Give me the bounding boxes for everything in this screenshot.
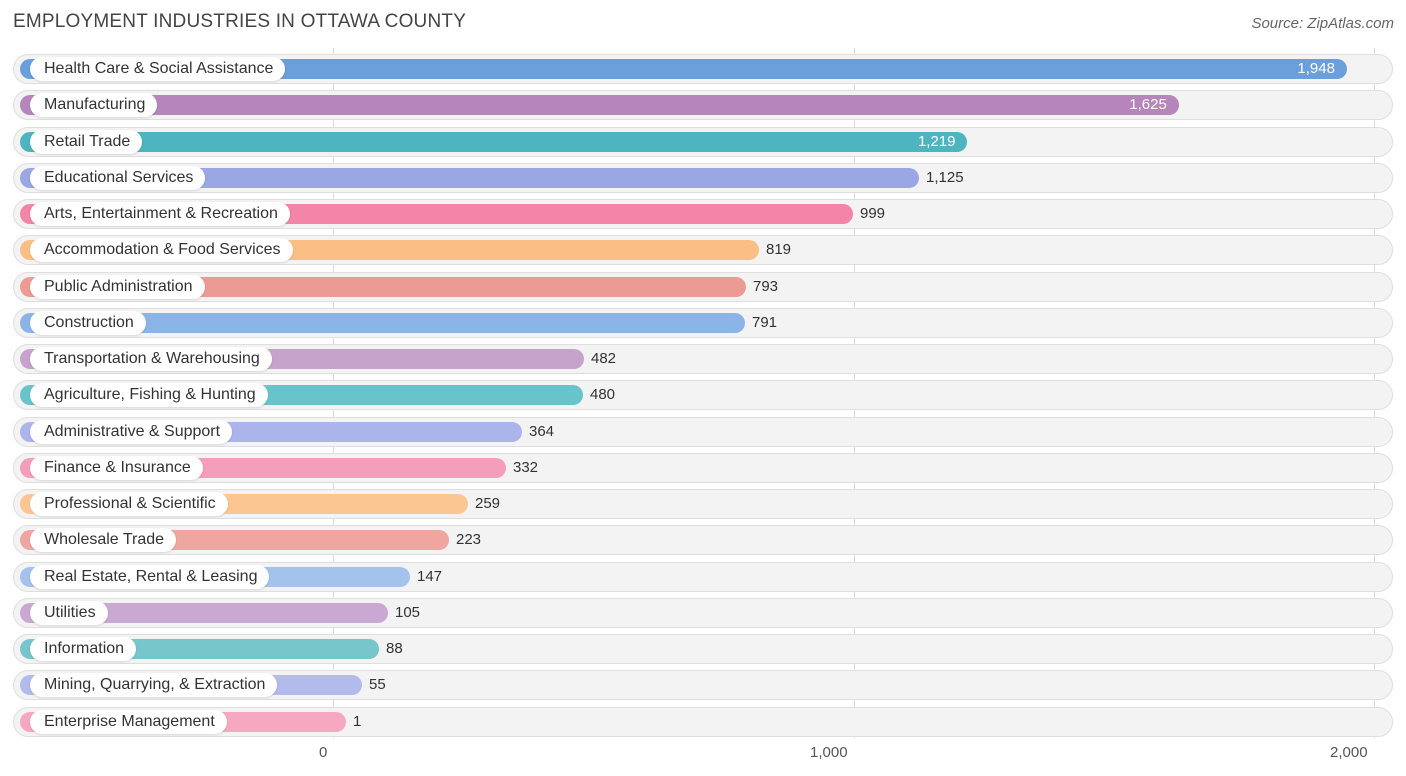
value-label: 791 — [752, 314, 778, 331]
category-label: Public Administration — [30, 275, 205, 299]
x-tick-label: 1,000 — [810, 744, 848, 761]
value-label: 259 — [475, 495, 501, 512]
value-label: 88 — [386, 640, 403, 657]
bar — [20, 313, 745, 333]
value-label: 223 — [456, 531, 482, 548]
value-label: 332 — [513, 459, 539, 476]
category-label: Enterprise Management — [30, 710, 227, 734]
value-label: 55 — [369, 676, 386, 693]
source-credit: Source: ZipAtlas.com — [1251, 15, 1394, 32]
value-label: 482 — [591, 350, 617, 367]
category-label: Real Estate, Rental & Leasing — [30, 565, 270, 589]
category-label: Information — [30, 637, 137, 661]
category-label: Accommodation & Food Services — [30, 238, 293, 262]
bar — [20, 59, 1347, 79]
chart-title: EMPLOYMENT INDUSTRIES IN OTTAWA COUNTY — [13, 11, 467, 32]
category-label: Manufacturing — [30, 93, 158, 117]
value-label: 1,219 — [917, 133, 956, 150]
category-label: Professional & Scientific — [30, 492, 228, 516]
value-label: 1 — [353, 713, 362, 730]
value-label: 147 — [417, 568, 443, 585]
category-label: Arts, Entertainment & Recreation — [30, 202, 290, 226]
category-label: Administrative & Support — [30, 420, 233, 444]
category-label: Health Care & Social Assistance — [30, 57, 286, 81]
x-tick-label: 0 — [319, 744, 328, 761]
value-label: 999 — [860, 205, 886, 222]
value-label: 1,625 — [1129, 96, 1167, 113]
value-label: 364 — [529, 423, 555, 440]
category-label: Retail Trade — [30, 130, 143, 154]
value-label: 1,948 — [1297, 60, 1335, 77]
value-label: 819 — [766, 241, 792, 258]
bar — [20, 95, 1179, 115]
category-label: Educational Services — [30, 166, 206, 190]
bar — [20, 603, 388, 623]
category-label: Mining, Quarrying, & Extraction — [30, 673, 278, 697]
value-label: 105 — [395, 604, 421, 621]
bar — [20, 168, 919, 188]
category-label: Transportation & Warehousing — [30, 347, 272, 371]
value-label: 480 — [590, 386, 616, 403]
category-label: Agriculture, Fishing & Hunting — [30, 383, 268, 407]
category-label: Utilities — [30, 601, 108, 625]
category-label: Construction — [30, 311, 146, 335]
x-tick-label: 2,000 — [1330, 744, 1368, 761]
bar — [20, 132, 967, 152]
category-label: Finance & Insurance — [30, 456, 203, 480]
value-label: 793 — [753, 278, 779, 295]
category-label: Wholesale Trade — [30, 528, 177, 552]
value-label: 1,125 — [926, 169, 964, 186]
